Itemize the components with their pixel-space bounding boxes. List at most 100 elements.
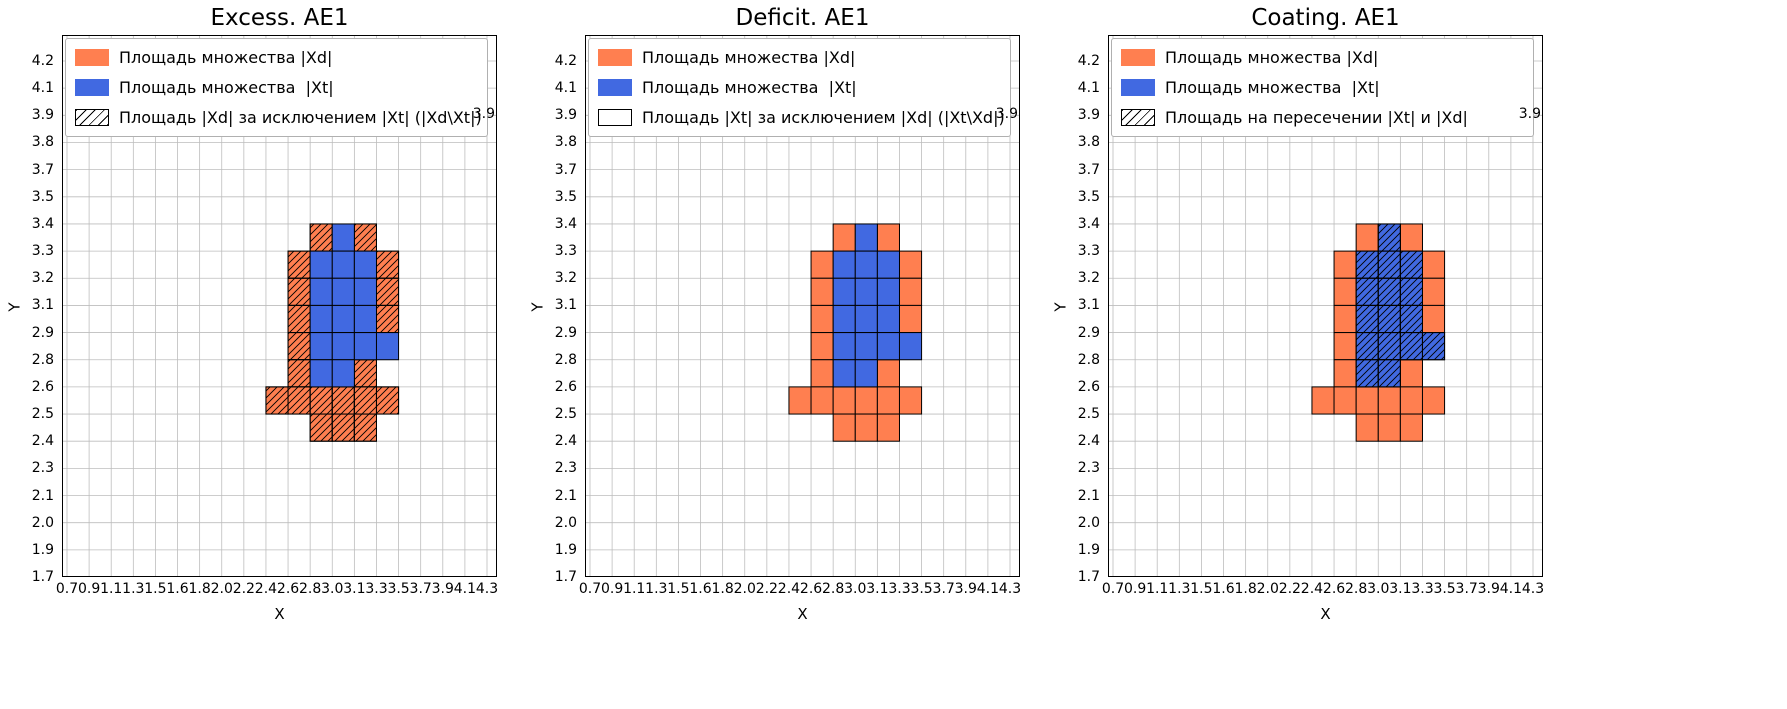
cell-xd [898, 386, 923, 415]
cell-xd-hatch [287, 250, 311, 279]
cell-xd [1355, 223, 1379, 252]
cell-xd [1311, 386, 1335, 415]
y-tick-label: 2.6 [31, 378, 54, 395]
x-tick-label: 4.1 [976, 581, 1000, 597]
cell-xd [1399, 359, 1423, 388]
y-tick-label: 3.2 [31, 270, 54, 287]
y-tick-label: 3.1 [1077, 297, 1100, 314]
cell-xt-hatch [1377, 277, 1401, 306]
legend: Площадь множества |Xd| Площадь множества… [588, 38, 1011, 137]
cell-xd-hatch [309, 413, 333, 442]
y-tick-label: 3.4 [1077, 215, 1100, 232]
cell-xt [331, 332, 355, 361]
cell-xt [353, 277, 377, 306]
cell-xt [375, 332, 400, 361]
y-tick-label: 3.8 [554, 134, 577, 151]
cell-xd-hatch [353, 386, 377, 415]
cell-xt-hatch [1355, 277, 1379, 306]
y-tick-label: 1.9 [554, 541, 577, 558]
y-tick-label: 2.5 [31, 406, 54, 423]
y-tick-label: 4.1 [31, 80, 54, 97]
x-tick-label: 3.9 [1477, 581, 1500, 597]
cell-xt [331, 277, 355, 306]
y-tick-label: 3.7 [31, 161, 54, 178]
x-axis-label: X [274, 605, 285, 623]
x-tick-label: 0.9 [600, 581, 624, 597]
axes-spine [62, 35, 497, 577]
grid-canvas [1108, 35, 1543, 577]
legend-row: Площадь множества |Xd| [1121, 44, 1524, 71]
cell-xd [898, 304, 923, 334]
y-tick-label: 2.0 [31, 514, 54, 531]
cell-xd [854, 386, 878, 415]
y-tick-label: 3.5 [31, 188, 54, 205]
y-tick-label: 4.1 [1077, 80, 1100, 97]
x-tick-labels: 0.7 0.9 1.1 1.3 1.5 1.6 1.8 2.0 2.2 2.4 2.6 2.8 3.0 3… [56, 577, 498, 599]
cell-xt [353, 304, 377, 334]
x-tick-label: 2.2 [1278, 581, 1301, 597]
x-axis-label: X [797, 605, 808, 623]
y-tick-label: 3.4 [554, 215, 577, 232]
cell-xd [1399, 413, 1423, 442]
cell-xt [854, 250, 878, 279]
cell-xd [1355, 386, 1379, 415]
cell-xt-hatch [1399, 277, 1423, 306]
cell-xt-hatch [1421, 332, 1446, 361]
cell-xd-hatch [287, 304, 311, 334]
y-tick-label: 3.4 [31, 215, 54, 232]
x-tick-label: 1.3 [1168, 581, 1191, 597]
legend-row: Площадь множества |Xd| [75, 44, 478, 71]
y-tick-label: 3.3 [554, 243, 577, 260]
x-tick-label: 2.6 [1322, 581, 1346, 597]
y-tick-labels: 4.2 4.1 3.9 3.8 3.7 3.5 3.4 3.3 3.2 3.1 2.9 2.8 2.6 2… [523, 35, 581, 585]
cell-xd-hatch [375, 250, 400, 279]
cell-xd [1333, 359, 1357, 388]
x-tick-label: 2.0 [1256, 581, 1279, 597]
cell-xd [832, 386, 856, 415]
axes: Площадь множества |Xd| Площадь множества… [32, 35, 498, 597]
y-tick-label: 1.7 [554, 569, 577, 585]
y-tick-label: 2.8 [31, 351, 54, 368]
cell-xt [876, 277, 900, 306]
x-tick-label: 3.0 [844, 581, 867, 597]
y-tick-label: 3.2 [1077, 270, 1100, 287]
cell-xt [309, 277, 333, 306]
y-tick-label: 2.6 [1077, 378, 1100, 395]
x-tick-label: 1.6 [166, 581, 189, 597]
cell-xt [331, 359, 355, 388]
cell-xd [810, 304, 834, 334]
legend-label: Площадь множества |Xt| [1165, 77, 1380, 97]
x-axis-label: X [1320, 605, 1331, 623]
x-tick-label: 1.6 [689, 581, 712, 597]
legend-row: Площадь |Xd| за исключением |Xt| (|Xd\Xt… [75, 104, 482, 131]
x-tick-label: 1.1 [623, 581, 646, 597]
y-tick-label: 4.2 [31, 53, 54, 69]
cell-xt-hatch [1377, 359, 1401, 388]
x-tick-label: 2.4 [777, 581, 801, 597]
y-tick-label: 2.5 [1077, 406, 1100, 423]
cell-xd [876, 386, 900, 415]
cell-xt [832, 304, 856, 334]
cell-xd [1355, 413, 1379, 442]
cell-xd-hatch [287, 332, 311, 361]
cell-xt [832, 359, 856, 388]
legend-label: Площадь множества |Xd| [119, 47, 333, 67]
cell-xt-hatch [1377, 223, 1401, 252]
cell-xd-hatch [375, 277, 400, 306]
subplot-excess: Excess. AE1 Y Площадь множества |Xd| Пло… [6, 0, 499, 709]
x-tick-label: 4.3 [1521, 581, 1545, 597]
cell-xd-hatch [353, 223, 377, 252]
y-tick-label: 2.8 [554, 351, 577, 368]
y-tick-labels: 4.2 4.1 3.9 3.8 3.7 3.5 3.4 3.3 3.2 3.1 2.9 2.8 2.6 2… [0, 35, 58, 585]
cell-xd [810, 250, 834, 279]
cell-xd-hatch [287, 277, 311, 306]
legend-row: Площадь множества |Xt| [598, 74, 1001, 101]
x-tick-label: 2.4 [254, 581, 278, 597]
x-tick-label: 3.5 [1433, 581, 1456, 597]
x-tick-label: 3.1 [1389, 581, 1412, 597]
y-tick-label: 2.5 [554, 406, 577, 423]
legend-row: Площадь множества |Xt| [75, 74, 478, 101]
axes-spine [585, 35, 1020, 577]
cell-xt-hatch [1355, 250, 1379, 279]
